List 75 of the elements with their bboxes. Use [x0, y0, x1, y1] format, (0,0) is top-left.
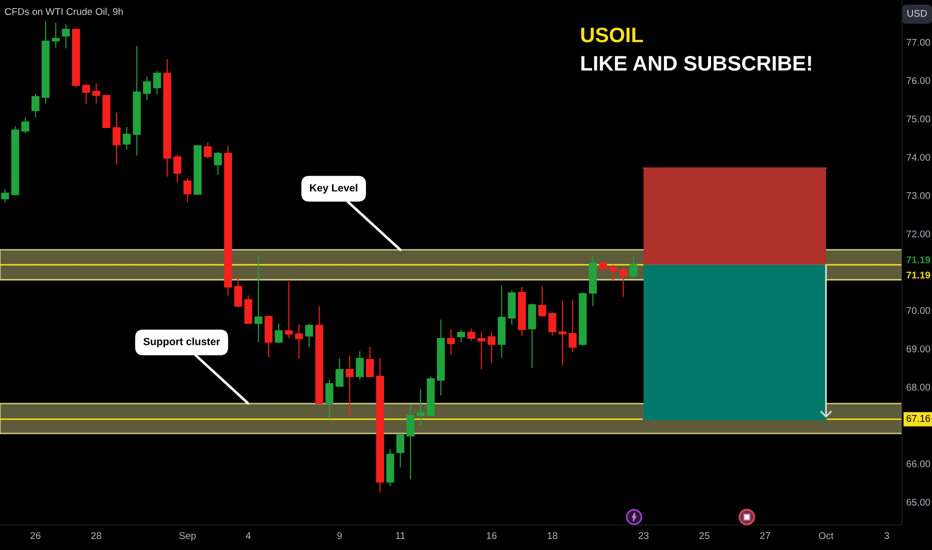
x-tick-label: 25 [699, 532, 710, 540]
annotation: Key Level [310, 184, 358, 194]
candlestick [52, 22, 60, 48]
x-tick-label: 27 [760, 532, 770, 539]
candlestick [346, 355, 354, 416]
candlestick [366, 346, 374, 378]
x-tick-label: 23 [638, 532, 649, 540]
y-axis-title: USD [907, 10, 927, 17]
y-tick-label: 74.00 [906, 154, 930, 161]
text: USOIL [581, 28, 644, 42]
candlestick [274, 323, 283, 344]
x-tick-label: 3 [884, 532, 890, 540]
x-tick-label: 26 [30, 532, 40, 540]
candlestick [558, 300, 566, 366]
ref-line-label: 71.19 [906, 272, 930, 279]
candlestick [21, 116, 30, 134]
y-tick-label: 69.00 [906, 345, 930, 352]
candlestick [488, 331, 496, 364]
ref-line-label: 67.16 [906, 414, 930, 422]
candlestick [609, 264, 618, 282]
y-tick-label: 70.00 [906, 307, 930, 314]
candlestick [406, 404, 414, 480]
candlestick [538, 286, 546, 318]
x-tick-label: 16 [486, 532, 497, 540]
candlestick [568, 299, 577, 353]
x-tick-label: Oct [818, 532, 834, 540]
candlestick [477, 332, 486, 370]
candlestick [153, 70, 162, 95]
candlestick [416, 388, 425, 427]
candlestick [295, 324, 303, 360]
candlestick [356, 350, 364, 381]
text: CFDs on WTI Crude Oil, 9h [5, 8, 123, 16]
candlestick [82, 83, 90, 104]
y-tick-label: 73.00 [906, 192, 930, 200]
candlestick [467, 328, 476, 342]
annotation: LIKE AND SUBSCRIBE! [581, 56, 812, 71]
candlestick [173, 154, 182, 183]
candlestick [629, 255, 638, 280]
y-tick-label: 66.00 [906, 460, 930, 468]
candlestick [619, 266, 628, 298]
y-tick-label: 77.00 [906, 38, 930, 46]
candlestick [244, 294, 252, 324]
y-tick-label: 72.00 [906, 230, 930, 238]
candlestick [325, 378, 334, 420]
y-tick-label: 68.00 [906, 384, 930, 391]
y-tick-label: 65.00 [906, 498, 930, 506]
annotation: Support cluster [143, 338, 220, 348]
y-tick-label: 75.00 [906, 116, 930, 122]
candlestick [204, 142, 212, 159]
x-tick-label: 18 [548, 532, 558, 540]
candlestick [112, 112, 121, 166]
y-tick-label: 76.00 [906, 77, 930, 84]
candlestick [92, 83, 100, 104]
candlestick [254, 254, 262, 343]
candlestick [284, 280, 293, 339]
candlestick [305, 323, 314, 348]
x-tick-label: 28 [91, 532, 102, 540]
candlestick [62, 24, 70, 49]
ref-line-label: 71.19 [906, 256, 930, 264]
candlestick [457, 329, 466, 343]
x-tick-label: 11 [396, 532, 405, 539]
candlestick [548, 312, 556, 336]
candlestick [184, 178, 192, 202]
x-tick-label: Sep [179, 532, 196, 542]
x-tick-label: 4 [246, 532, 251, 539]
candlestick [122, 126, 131, 150]
x-tick-label: 9 [337, 532, 342, 540]
candlestick [32, 93, 40, 118]
candlestick [336, 358, 344, 387]
candlestick [447, 329, 455, 355]
candlestick [142, 76, 151, 101]
candlestick [396, 432, 404, 468]
candlestick [214, 151, 222, 176]
candlestick [1, 188, 10, 203]
candlestick [234, 276, 242, 308]
